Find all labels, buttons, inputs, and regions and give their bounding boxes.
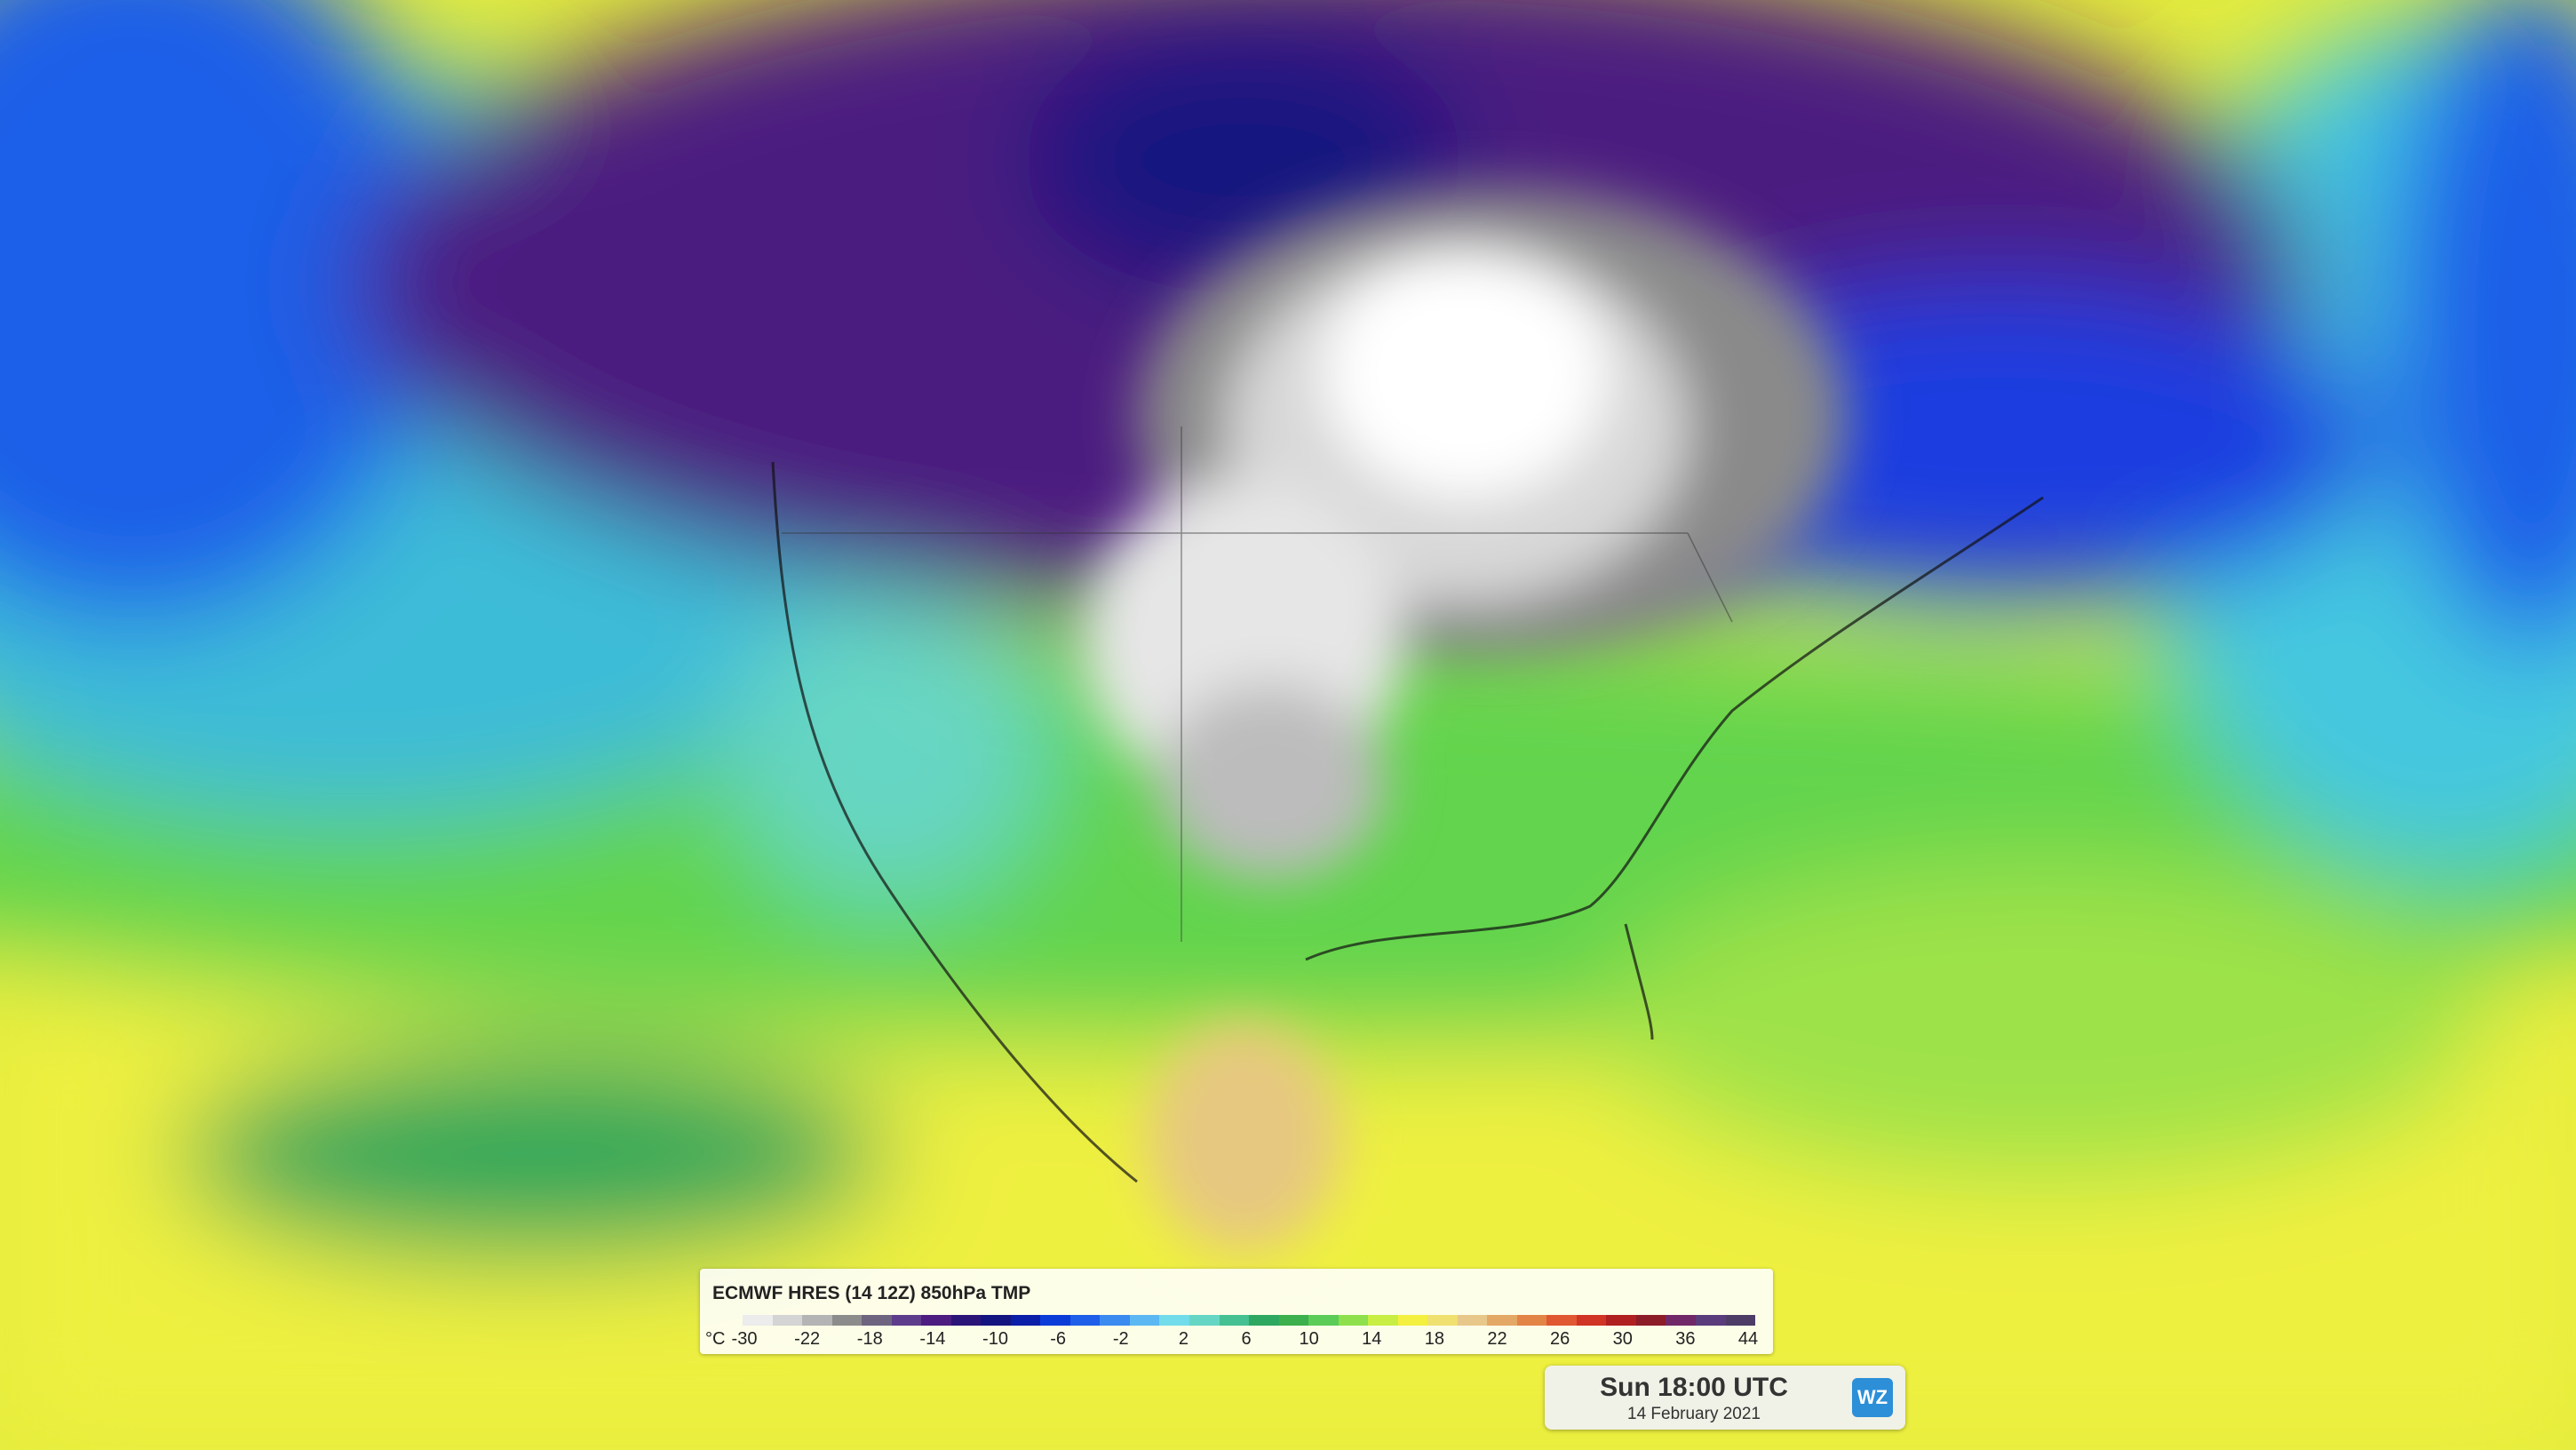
date: 14 February 2021 bbox=[1627, 1405, 1761, 1423]
scale-swatch bbox=[1069, 1315, 1101, 1326]
scale-swatch bbox=[1576, 1315, 1607, 1326]
scale-label: 14 bbox=[1362, 1329, 1382, 1349]
scale-swatch bbox=[831, 1315, 863, 1326]
scale-swatch bbox=[743, 1315, 773, 1326]
scale-label: -30 bbox=[731, 1329, 758, 1349]
scale-swatch bbox=[981, 1315, 1011, 1326]
color-scale bbox=[743, 1315, 1756, 1326]
scale-swatch bbox=[1040, 1315, 1070, 1326]
scale-swatch bbox=[802, 1315, 832, 1326]
scale-swatch bbox=[1696, 1315, 1726, 1326]
scale-label: -18 bbox=[856, 1329, 883, 1349]
scale-label: 36 bbox=[1675, 1329, 1696, 1349]
scale-swatch bbox=[862, 1315, 892, 1326]
scale-swatch bbox=[1338, 1315, 1369, 1326]
scale-swatch bbox=[1308, 1315, 1339, 1326]
scale-swatch bbox=[1487, 1315, 1517, 1326]
scale-swatch bbox=[1368, 1315, 1398, 1326]
scale-label: -6 bbox=[1050, 1329, 1067, 1349]
scale-label: 18 bbox=[1424, 1329, 1444, 1349]
scale-label: 22 bbox=[1487, 1329, 1507, 1349]
scale-label: -14 bbox=[919, 1329, 946, 1349]
legend-ticks: -30 -22 -18 -14 -10 -6 -2 2 6 10 14 18 22 26 30 36 44 bbox=[732, 1329, 1759, 1350]
scale-swatch bbox=[921, 1315, 951, 1326]
scale-swatch bbox=[1397, 1315, 1428, 1326]
scale-swatch bbox=[1219, 1315, 1250, 1326]
scale-label: 10 bbox=[1299, 1329, 1319, 1349]
scale-swatch bbox=[1635, 1315, 1666, 1326]
scale-swatch bbox=[772, 1315, 803, 1326]
scale-swatch bbox=[1189, 1315, 1220, 1326]
timestamp-box: Sun 18:00 UTC 14 February 2021 WZ bbox=[1545, 1366, 1905, 1430]
scale-swatch bbox=[1725, 1315, 1756, 1326]
scale-swatch bbox=[1606, 1315, 1636, 1326]
scale-label: -2 bbox=[1112, 1329, 1129, 1349]
legend-unit: °C bbox=[705, 1329, 726, 1349]
scale-label: 30 bbox=[1612, 1329, 1633, 1349]
scale-swatch bbox=[1666, 1315, 1696, 1326]
scale-swatch bbox=[1159, 1315, 1189, 1326]
scale-swatch bbox=[1129, 1315, 1160, 1326]
scale-swatch bbox=[1457, 1315, 1488, 1326]
scale-label: 2 bbox=[1178, 1329, 1189, 1349]
scale-swatch bbox=[891, 1315, 922, 1326]
scale-swatch bbox=[1100, 1315, 1130, 1326]
scale-label: -10 bbox=[982, 1329, 1008, 1349]
scale-swatch bbox=[1010, 1315, 1041, 1326]
scale-label: 44 bbox=[1737, 1329, 1759, 1349]
scale-swatch bbox=[1546, 1315, 1577, 1326]
logo[interactable]: WZ bbox=[1852, 1378, 1893, 1417]
legend: ECMWF HRES (14 12Z) 850hPa TMP °C -30 -22… bbox=[700, 1269, 1773, 1354]
scale-swatch bbox=[1427, 1315, 1458, 1326]
legend-title: ECMWF HRES (14 12Z) 850hPa TMP bbox=[712, 1283, 1031, 1303]
scale-swatch bbox=[950, 1315, 982, 1326]
scale-swatch bbox=[1249, 1315, 1279, 1326]
scale-label: -22 bbox=[794, 1329, 821, 1349]
time: Sun 18:00 UTC bbox=[1600, 1373, 1788, 1402]
scale-label: 26 bbox=[1550, 1329, 1570, 1349]
scale-swatch bbox=[1278, 1315, 1309, 1326]
scale-label: 6 bbox=[1241, 1329, 1252, 1349]
scale-swatch bbox=[1516, 1315, 1547, 1326]
